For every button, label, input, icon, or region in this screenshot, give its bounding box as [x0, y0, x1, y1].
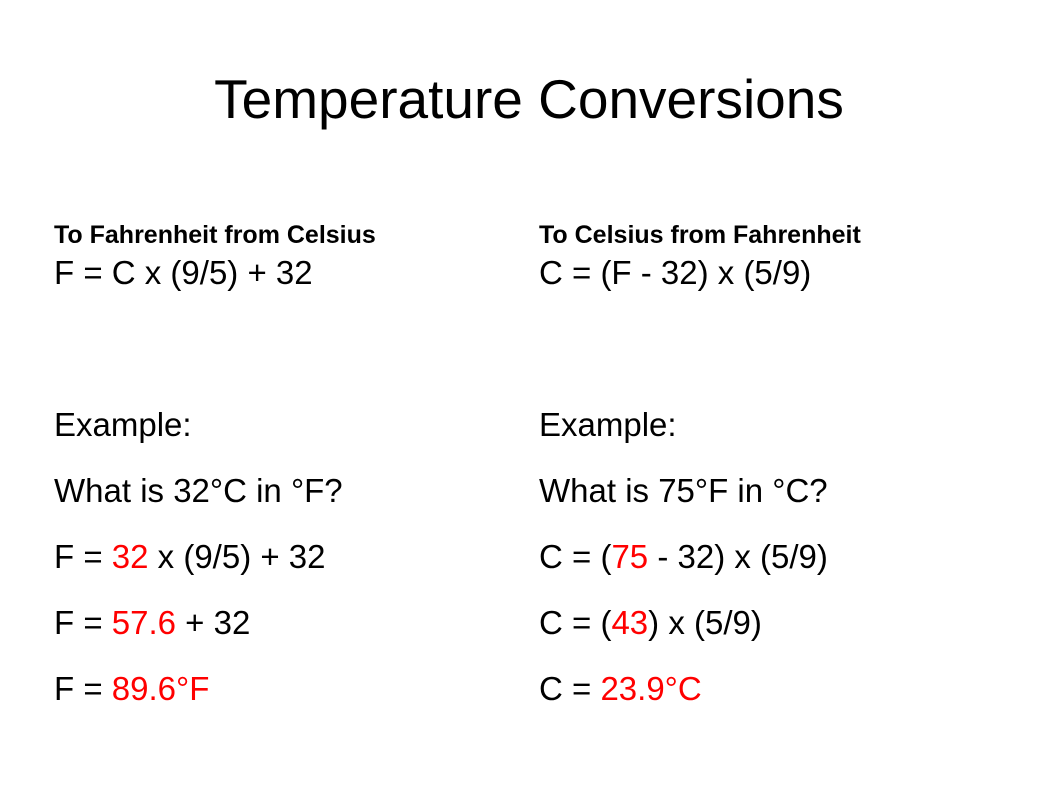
right-step-1-suffix: - 32) x (5/9) — [648, 538, 828, 575]
right-step-1-prefix: C = ( — [539, 538, 612, 575]
right-step-1: C = (75 - 32) x (5/9) — [539, 524, 1009, 590]
left-column-heading: To Fahrenheit from Celsius — [54, 221, 376, 249]
right-formula: C = (F - 32) x (5/9) — [539, 254, 812, 291]
celsius-from-fahrenheit-column: To Celsius from Fahrenheit C = (F - 32) … — [539, 219, 1009, 722]
left-step-3-prefix: F = — [54, 670, 112, 707]
right-step-1-value: 75 — [611, 538, 649, 575]
right-step-2: C = (43) x (5/9) — [539, 590, 1009, 656]
right-example-label: Example: — [539, 406, 677, 443]
right-column-heading: To Celsius from Fahrenheit — [539, 221, 861, 249]
left-example-label: Example: — [54, 406, 192, 443]
left-step-2: F = 57.6 + 32 — [54, 590, 524, 656]
left-step-1-value: 32 — [111, 538, 149, 575]
right-step-3-prefix: C = — [539, 670, 601, 707]
right-step-3-value: 23.9°C — [600, 670, 702, 707]
fahrenheit-from-celsius-column: To Fahrenheit from Celsius F = C x (9/5)… — [54, 219, 524, 722]
right-step-2-suffix: ) x (5/9) — [648, 604, 762, 641]
slide-title: Temperature Conversions — [214, 68, 844, 130]
left-step-3: F = 89.6°F — [54, 656, 524, 722]
left-step-2-prefix: F = — [54, 604, 112, 641]
right-step-3: C = 23.9°C — [539, 656, 1009, 722]
right-question: What is 75°F in °C? — [539, 472, 828, 509]
left-question: What is 32°C in °F? — [54, 472, 343, 509]
right-step-2-value: 43 — [611, 604, 649, 641]
right-spacer — [539, 295, 1009, 392]
left-step-3-value: 89.6°F — [111, 670, 210, 707]
left-formula: F = C x (9/5) + 32 — [54, 254, 313, 291]
left-spacer — [54, 295, 524, 392]
left-step-2-suffix: + 32 — [176, 604, 251, 641]
left-step-1: F = 32 x (9/5) + 32 — [54, 524, 524, 590]
left-step-1-suffix: x (9/5) + 32 — [148, 538, 326, 575]
right-step-2-prefix: C = ( — [539, 604, 612, 641]
left-step-1-prefix: F = — [54, 538, 112, 575]
left-step-2-value: 57.6 — [111, 604, 177, 641]
